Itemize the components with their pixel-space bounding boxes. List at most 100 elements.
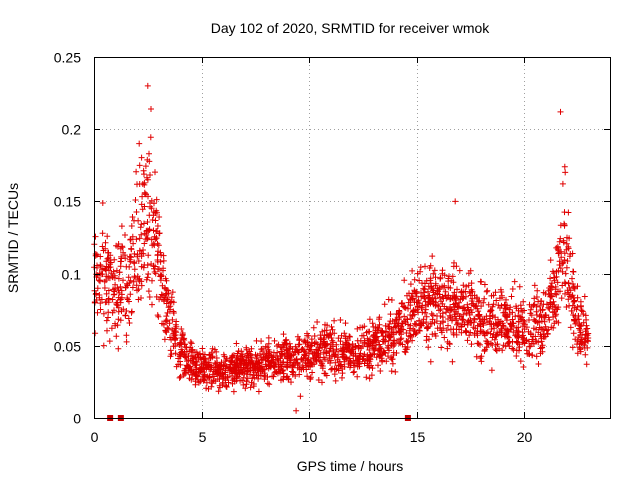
data-point <box>160 267 166 274</box>
data-point <box>545 304 552 311</box>
data-point <box>186 375 193 382</box>
data-point <box>425 344 432 351</box>
data-point <box>182 344 189 350</box>
data-point <box>398 326 405 333</box>
data-point <box>437 275 444 282</box>
data-point <box>154 312 161 319</box>
data-point <box>454 286 460 293</box>
data-point <box>510 320 517 327</box>
data-point <box>456 303 463 310</box>
data-point <box>570 330 577 337</box>
data-point <box>574 304 581 310</box>
data-point <box>515 333 522 339</box>
data-point <box>453 263 460 270</box>
data-point <box>408 315 415 322</box>
data-point <box>341 354 348 361</box>
data-point <box>533 353 540 360</box>
data-point <box>230 388 237 395</box>
data-point <box>392 316 399 323</box>
data-point <box>258 338 265 345</box>
data-point <box>333 366 339 373</box>
data-point <box>444 345 451 352</box>
data-point <box>579 308 586 315</box>
data-point <box>145 288 152 295</box>
data-point <box>145 252 152 259</box>
data-point <box>366 358 373 365</box>
data-point <box>135 258 142 264</box>
data-point <box>537 350 544 357</box>
data-point <box>354 373 361 380</box>
data-point <box>183 358 190 365</box>
data-point <box>430 270 437 277</box>
data-point <box>327 341 334 348</box>
data-point <box>368 362 375 369</box>
data-point <box>432 333 439 339</box>
data-point <box>280 344 286 351</box>
data-point <box>250 383 257 390</box>
data-point <box>554 279 561 286</box>
data-point <box>170 310 177 316</box>
data-point <box>564 234 570 241</box>
data-point <box>314 319 321 325</box>
data-point <box>569 344 576 351</box>
data-point <box>450 301 457 308</box>
data-point <box>561 163 568 170</box>
data-point <box>101 285 108 291</box>
data-point <box>192 381 199 388</box>
data-point <box>440 295 447 302</box>
data-point <box>220 379 226 386</box>
data-point <box>326 348 333 355</box>
data-point <box>373 339 379 346</box>
data-point <box>137 224 144 231</box>
data-point <box>178 326 185 332</box>
data-point <box>167 353 174 360</box>
data-point <box>304 332 311 339</box>
data-point <box>296 371 303 378</box>
data-point <box>264 357 271 364</box>
data-point <box>540 289 547 296</box>
data-point <box>498 326 505 332</box>
data-point <box>558 254 565 261</box>
data-point <box>376 314 383 321</box>
data-point <box>274 343 280 349</box>
data-point <box>201 372 208 379</box>
data-point <box>560 259 567 266</box>
data-point <box>401 318 408 325</box>
data-point <box>356 353 363 360</box>
data-point <box>198 365 205 372</box>
data-point <box>517 316 524 323</box>
data-point <box>240 381 247 388</box>
y-tick-labels: 0 0.05 0.1 0.15 0.2 0.25 <box>54 50 81 427</box>
data-point <box>99 243 106 250</box>
data-point <box>243 346 250 353</box>
data-point <box>167 347 174 354</box>
data-point <box>477 328 484 335</box>
data-point <box>416 322 423 329</box>
data-point <box>345 341 352 348</box>
data-point <box>133 236 140 243</box>
data-point <box>490 321 497 328</box>
data-point <box>124 295 131 301</box>
data-point <box>453 326 460 333</box>
data-point <box>414 270 421 277</box>
data-point <box>140 247 146 253</box>
data-point <box>370 323 377 330</box>
data-point <box>453 293 460 300</box>
data-point <box>255 388 262 395</box>
data-point <box>471 292 478 299</box>
data-point <box>144 262 151 269</box>
data-point <box>206 361 213 368</box>
data-point <box>270 356 277 363</box>
data-point <box>489 313 496 320</box>
data-point <box>483 330 490 336</box>
data-point <box>94 272 101 279</box>
data-point <box>559 282 566 289</box>
data-point <box>434 302 441 309</box>
data-point <box>376 346 383 353</box>
data-point <box>323 372 330 379</box>
data-point <box>297 393 304 400</box>
data-point <box>146 227 153 234</box>
data-point <box>410 309 417 315</box>
data-point <box>422 263 428 270</box>
data-point <box>283 336 290 343</box>
